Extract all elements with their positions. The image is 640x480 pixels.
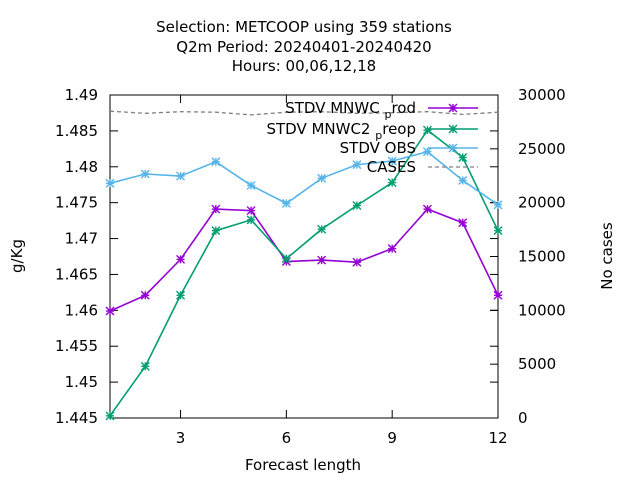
series-line: [109, 150, 499, 206]
data-point: [493, 200, 503, 210]
legend-item: STDV OBS: [340, 139, 478, 157]
data-point: [211, 204, 221, 214]
y-tick-label: 1.465: [55, 265, 98, 283]
chart-title: Selection: METCOOP using 359 stations Q2…: [156, 18, 452, 75]
y2-tick-label: 20000: [518, 194, 566, 212]
y-tick-label: 1.48: [65, 158, 98, 176]
y2-tick-label: 5000: [518, 355, 556, 373]
plot-frame: [109, 94, 499, 419]
x-tick-label: 6: [282, 429, 292, 447]
series-line: [109, 110, 499, 116]
y2-tick-label: 10000: [518, 301, 566, 319]
y2-tick-label: 30000: [518, 86, 566, 104]
data-point: [317, 255, 327, 265]
y-tick-label: 1.47: [65, 230, 98, 248]
y-tick-label: 1.49: [65, 86, 98, 104]
data-point: [458, 218, 468, 228]
data-point: [458, 152, 468, 162]
data-point: [387, 178, 397, 188]
title-line-2: Q2m Period: 20240401-20240420: [176, 38, 431, 56]
data-point: [176, 171, 186, 181]
y2-axis-label: No cases: [598, 222, 616, 290]
series-cases: [109, 110, 499, 116]
series-stdv-mnwc-prod: [105, 204, 503, 316]
data-point: [281, 198, 291, 208]
y-tick-label: 1.455: [55, 337, 98, 355]
data-point: [493, 226, 503, 236]
data-point: [105, 411, 115, 421]
series-layer: [105, 110, 503, 421]
x-axis-label: Forecast length: [245, 456, 361, 474]
data-point: [387, 244, 397, 254]
data-point: [422, 204, 432, 214]
series-stdv-obs: [105, 147, 503, 210]
legend-item: STDV MNWC prod: [285, 99, 478, 121]
y-tick-label: 1.475: [55, 194, 98, 212]
axes: 1.445 1.45 1.455 1.46 1.465 1.47 1.475 1.48 1.48…: [55, 86, 566, 447]
y-tick-label: 1.485: [55, 122, 98, 140]
data-point: [448, 103, 458, 113]
legend-label: STDV MNWC2 preop: [266, 120, 416, 142]
legend-label: CASES: [367, 158, 416, 176]
y-tick-label: 1.46: [65, 301, 98, 319]
data-point: [105, 178, 115, 188]
title-line-3: Hours: 00,06,12,18: [232, 57, 376, 75]
data-point: [493, 290, 503, 300]
series-line: [109, 208, 499, 312]
data-point: [140, 361, 150, 371]
data-point: [281, 254, 291, 264]
data-point: [352, 257, 362, 267]
data-point: [246, 215, 256, 225]
y2-tick-label: 25000: [518, 140, 566, 158]
data-point: [211, 157, 221, 167]
title-line-1: Selection: METCOOP using 359 stations: [156, 18, 452, 36]
x-tick-label: 9: [387, 429, 397, 447]
data-point: [422, 125, 432, 135]
data-point: [352, 201, 362, 211]
data-point: [448, 143, 458, 153]
legend-item: STDV MNWC2 preop: [266, 120, 478, 142]
y-tick-label: 1.45: [65, 373, 98, 391]
y-axis-label: g/Kg: [8, 239, 26, 273]
legend-label: STDV OBS: [340, 139, 416, 157]
data-point: [140, 169, 150, 179]
series-stdv-mnwc2-preop: [105, 125, 503, 421]
data-point: [448, 124, 458, 134]
x-tick-label: 3: [176, 429, 186, 447]
data-point: [246, 206, 256, 216]
data-point: [176, 290, 186, 300]
x-tick-label: 12: [488, 429, 507, 447]
y2-tick-label: 15000: [518, 248, 566, 266]
legend-item: CASES: [367, 158, 478, 176]
data-point: [317, 173, 327, 183]
y2-tick-label: 0: [518, 409, 528, 427]
series-line: [109, 129, 499, 417]
data-point: [176, 254, 186, 264]
data-point: [246, 180, 256, 190]
data-point: [211, 226, 221, 236]
y-tick-label: 1.445: [55, 409, 98, 427]
data-point: [317, 224, 327, 234]
data-point: [387, 156, 397, 166]
legend-label: STDV MNWC prod: [285, 99, 416, 121]
data-point: [140, 290, 150, 300]
data-point: [352, 160, 362, 170]
data-point: [458, 175, 468, 185]
data-point: [422, 147, 432, 157]
data-point: [105, 306, 115, 316]
